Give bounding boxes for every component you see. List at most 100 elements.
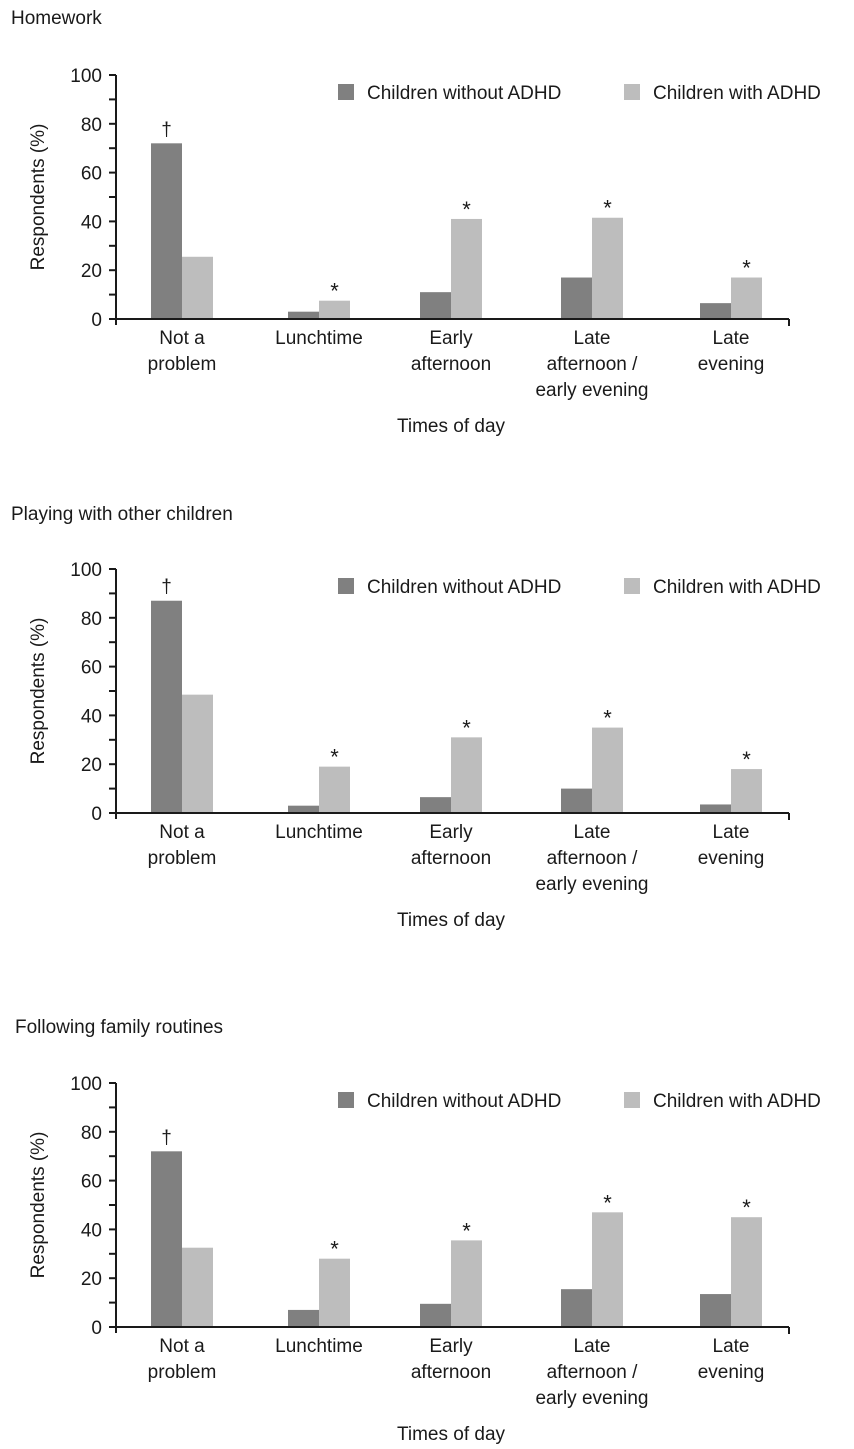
x-tick-label-line: problem bbox=[148, 1362, 217, 1383]
x-tick-label-2: Early afternoon bbox=[411, 1336, 491, 1383]
x-tick-label-4: Late evening bbox=[698, 822, 765, 869]
bars bbox=[151, 143, 762, 319]
bar-series-1-cat-2 bbox=[451, 737, 482, 813]
bar-chart-family-routines: † * * * * 0 20 40 60 80 100 Not a problem Lunchtime Ea… bbox=[28, 1074, 821, 1445]
significance-marker: * bbox=[742, 256, 751, 281]
significance-marker: * bbox=[742, 747, 751, 772]
significance-marker: * bbox=[330, 279, 339, 304]
significance-marker: * bbox=[603, 706, 612, 731]
x-tick-label-line: Late bbox=[713, 1336, 750, 1357]
chart-title: Playing with other children bbox=[11, 504, 233, 525]
y-tick-label: 0 bbox=[91, 804, 102, 825]
x-tick-label-line: Not a bbox=[159, 328, 205, 349]
bar-series-0-cat-3 bbox=[561, 277, 592, 319]
x-tick-label-2: Early afternoon bbox=[411, 822, 491, 869]
y-tick-label: 80 bbox=[81, 609, 102, 630]
bar-series-1-cat-4 bbox=[731, 1217, 762, 1327]
chart-title: Homework bbox=[11, 8, 102, 29]
x-tick-label-line: Late bbox=[713, 822, 750, 843]
legend-swatch bbox=[624, 1092, 640, 1108]
significance-marker: * bbox=[330, 1237, 339, 1262]
significance-marker: * bbox=[603, 1190, 612, 1215]
y-tick-label: 0 bbox=[91, 1318, 102, 1339]
y-axis-label: Respondents (%) bbox=[28, 1132, 49, 1279]
bar-series-0-cat-1 bbox=[288, 805, 319, 813]
x-tick-label-line: afternoon bbox=[411, 354, 491, 375]
bar-series-0-cat-2 bbox=[420, 797, 451, 813]
bar-series-0-cat-1 bbox=[288, 311, 319, 319]
y-tick-label: 20 bbox=[81, 755, 102, 776]
bar-series-0-cat-4 bbox=[700, 1294, 731, 1327]
bar-series-0-cat-4 bbox=[700, 804, 731, 813]
x-tick-label-line: evening bbox=[698, 848, 765, 869]
y-tick-label: 80 bbox=[81, 115, 102, 136]
x-tick-label-1: Lunchtime bbox=[275, 822, 363, 843]
x-tick-label-2: Early afternoon bbox=[411, 328, 491, 375]
significance-marker: † bbox=[161, 577, 172, 598]
significance-marker: * bbox=[742, 1195, 751, 1220]
bar-chart-playing: † * * * * 0 20 40 60 80 100 Not a problem Lunchtime Ea… bbox=[28, 560, 821, 931]
y-tick-label: 60 bbox=[81, 164, 102, 185]
bar-series-1-cat-3 bbox=[592, 1212, 623, 1327]
bar-series-1-cat-0 bbox=[182, 256, 213, 319]
legend: Children without ADHD Children with ADHD bbox=[338, 577, 821, 598]
x-tick-label-line: evening bbox=[698, 1362, 765, 1383]
significance-marker: * bbox=[603, 196, 612, 221]
x-tick-label-line: problem bbox=[148, 354, 217, 375]
x-axis-label: Times of day bbox=[397, 416, 506, 437]
y-tick-label: 40 bbox=[81, 706, 102, 727]
bar-series-1-cat-3 bbox=[592, 217, 623, 319]
significance-marker: * bbox=[330, 745, 339, 770]
x-tick-label-0: Not a problem bbox=[148, 1336, 217, 1383]
y-axis-label: Respondents (%) bbox=[28, 618, 49, 765]
legend-label: Children with ADHD bbox=[653, 83, 821, 104]
x-tick-label-line: Not a bbox=[159, 1336, 205, 1357]
x-tick-label-line: Not a bbox=[159, 822, 205, 843]
bar-series-0-cat-3 bbox=[561, 788, 592, 813]
x-tick-label-line: Late bbox=[574, 1336, 611, 1357]
legend-label: Children without ADHD bbox=[367, 577, 561, 598]
bar-series-1-cat-1 bbox=[319, 1258, 350, 1327]
bars bbox=[151, 1151, 762, 1327]
legend-label: Children with ADHD bbox=[653, 1091, 821, 1112]
x-tick-label-line: afternoon / bbox=[547, 354, 639, 375]
bar-series-0-cat-3 bbox=[561, 1289, 592, 1327]
x-tick-label-line: Lunchtime bbox=[275, 1336, 363, 1357]
significance-marker: † bbox=[161, 119, 172, 140]
legend-swatch bbox=[624, 84, 640, 100]
significance-marker: * bbox=[462, 715, 471, 740]
legend: Children without ADHD Children with ADHD bbox=[338, 1091, 821, 1112]
x-axis-label: Times of day bbox=[397, 1424, 506, 1445]
y-tick-label: 20 bbox=[81, 1269, 102, 1290]
y-tick-label: 40 bbox=[81, 212, 102, 233]
chart-panel-family-routines: Following family routines † * * * * 0 20 40 60 80… bbox=[0, 1008, 854, 1449]
legend-label: Children without ADHD bbox=[367, 83, 561, 104]
y-tick-label: 60 bbox=[81, 658, 102, 679]
bar-series-1-cat-2 bbox=[451, 1240, 482, 1327]
y-axis-label: Respondents (%) bbox=[28, 124, 49, 271]
bar-series-1-cat-1 bbox=[319, 300, 350, 319]
x-tick-label-line: Early bbox=[429, 328, 473, 349]
x-axis-label: Times of day bbox=[397, 910, 506, 931]
bar-series-0-cat-0 bbox=[151, 600, 182, 813]
bar-series-0-cat-0 bbox=[151, 1151, 182, 1327]
legend-label: Children without ADHD bbox=[367, 1091, 561, 1112]
x-tick-label-line: Late bbox=[574, 328, 611, 349]
x-tick-label-1: Lunchtime bbox=[275, 328, 363, 349]
legend: Children without ADHD Children with ADHD bbox=[338, 83, 821, 104]
x-tick-label-3: Late afternoon / early evening bbox=[535, 1336, 648, 1409]
x-tick-label-line: afternoon / bbox=[547, 1362, 639, 1383]
x-tick-label-0: Not a problem bbox=[148, 822, 217, 869]
x-tick-label-line: Lunchtime bbox=[275, 822, 363, 843]
chart-title: Following family routines bbox=[15, 1017, 224, 1038]
x-tick-label-line: afternoon bbox=[411, 848, 491, 869]
x-tick-label-line: Late bbox=[574, 822, 611, 843]
x-tick-label-1: Lunchtime bbox=[275, 1336, 363, 1357]
y-tick-label: 60 bbox=[81, 1172, 102, 1193]
x-tick-label-line: problem bbox=[148, 848, 217, 869]
legend-label: Children with ADHD bbox=[653, 577, 821, 598]
legend-swatch bbox=[624, 578, 640, 594]
bar-series-1-cat-3 bbox=[592, 727, 623, 813]
bar-series-0-cat-0 bbox=[151, 143, 182, 319]
bar-series-1-cat-2 bbox=[451, 218, 482, 319]
